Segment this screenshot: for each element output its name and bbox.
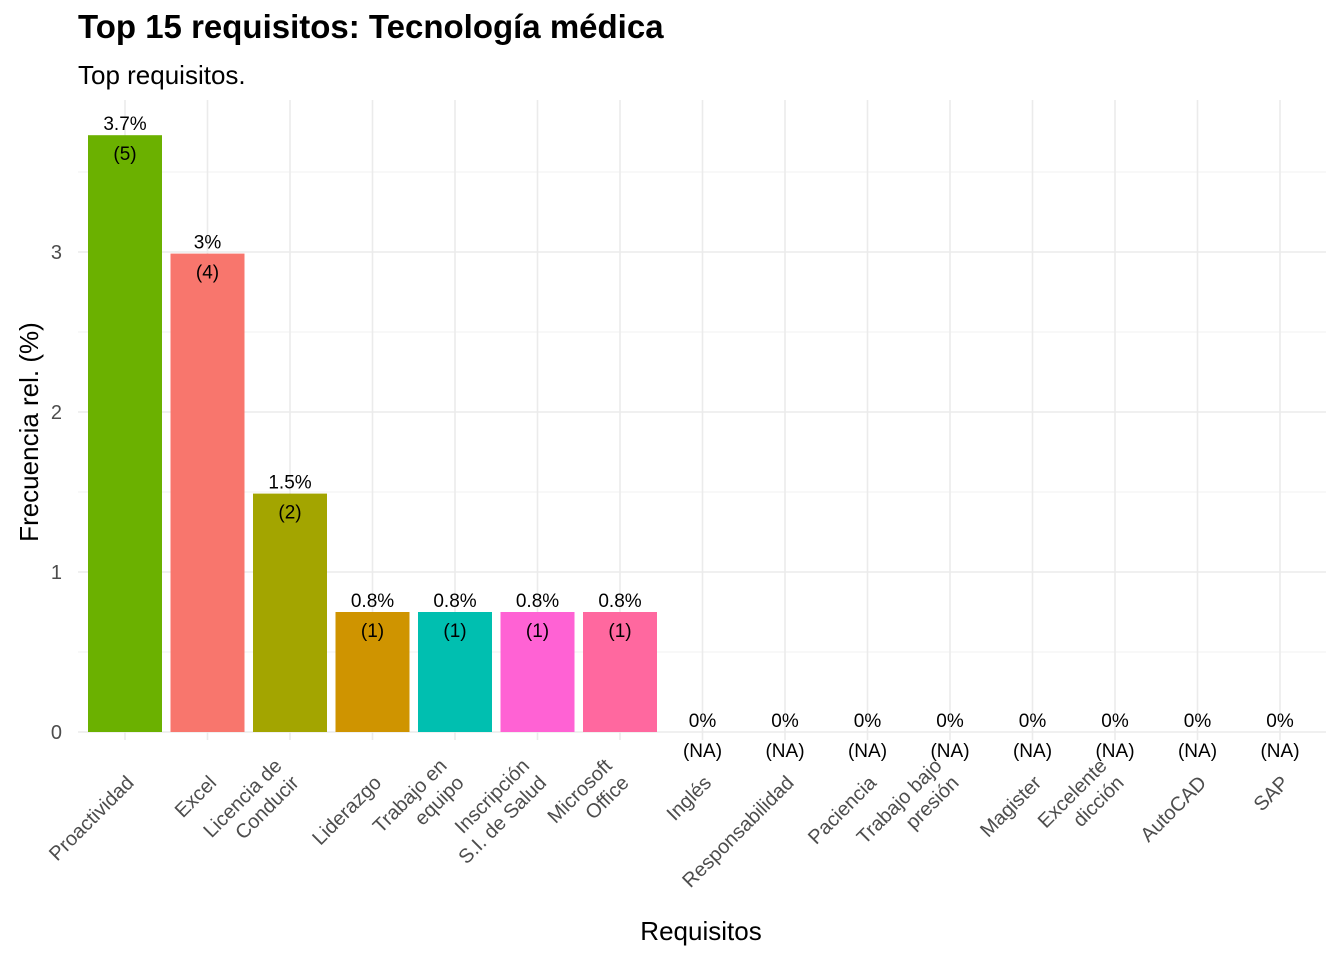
bar — [253, 493, 327, 732]
y-tick-label: 2 — [51, 402, 62, 424]
x-tick-label-line: SAP — [1250, 772, 1294, 816]
pct-label: 0% — [1101, 711, 1129, 732]
pct-label: 0% — [771, 711, 799, 732]
count-label: (NA) — [848, 741, 887, 762]
x-tick-label: Inglés — [663, 772, 716, 825]
bars — [88, 135, 657, 732]
x-tick-label-line: Proactividad — [45, 772, 138, 865]
chart-subtitle: Top requisitos. — [78, 60, 246, 90]
count-label: (NA) — [765, 741, 804, 762]
bar — [335, 612, 410, 732]
x-tick-label: Proactividad — [45, 772, 138, 865]
count-label: (NA) — [683, 741, 722, 762]
pct-label: 3% — [194, 233, 222, 254]
count-label: (1) — [526, 621, 549, 642]
x-tick-label: SAP — [1250, 772, 1294, 816]
pct-label: 0% — [854, 711, 882, 732]
bar — [170, 253, 245, 732]
pct-label: 1.5% — [268, 473, 311, 494]
pct-label: 0.8% — [351, 591, 394, 612]
pct-label: 0.8% — [516, 591, 559, 612]
pct-label: 3.7% — [103, 114, 146, 135]
bar — [500, 612, 575, 732]
pct-label: 0% — [936, 711, 964, 732]
y-tick-label: 0 — [51, 722, 62, 744]
y-tick-label: 3 — [51, 242, 62, 264]
x-tick-label-line: Inglés — [663, 772, 716, 825]
count-label: (NA) — [930, 741, 969, 762]
count-label: (4) — [196, 263, 219, 284]
pct-label: 0% — [1019, 711, 1047, 732]
bar — [88, 135, 162, 732]
pct-label: 0.8% — [598, 591, 641, 612]
pct-label: 0% — [689, 711, 717, 732]
x-tick-label: Liderazgo — [308, 772, 386, 850]
x-tick-label: AutoCAD — [1137, 772, 1212, 847]
count-label: (NA) — [1260, 741, 1299, 762]
data-labels: 3.7% (5) 3% (4) 1.5% (2) 0.8% (1) 0.8% (1) 0.8% (1)… — [103, 114, 1299, 762]
count-label: (1) — [443, 621, 466, 642]
x-tick-label-line: Magister — [976, 772, 1046, 842]
bar — [583, 612, 657, 732]
x-tick-label-line: Liderazgo — [308, 772, 386, 850]
count-label: (NA) — [1095, 741, 1134, 762]
x-axis-label: Requisitos — [640, 916, 761, 946]
pct-label: 0% — [1266, 711, 1294, 732]
y-axis-label: Frecuencia rel. (%) — [14, 322, 44, 542]
bar — [418, 612, 492, 732]
count-label: (1) — [361, 621, 384, 642]
count-label: (NA) — [1013, 741, 1052, 762]
y-tick-label: 1 — [51, 562, 62, 584]
pct-label: 0% — [1184, 711, 1212, 732]
pct-label: 0.8% — [433, 591, 476, 612]
count-label: (5) — [113, 144, 136, 165]
count-label: (1) — [608, 621, 631, 642]
chart-title: Top 15 requisitos: Tecnología médica — [78, 8, 664, 45]
count-label: (2) — [278, 503, 301, 524]
y-axis: 0 1 2 3 — [51, 242, 62, 744]
count-label: (NA) — [1178, 741, 1217, 762]
x-tick-label: Magister — [976, 772, 1046, 842]
x-tick-label-line: AutoCAD — [1137, 772, 1212, 847]
